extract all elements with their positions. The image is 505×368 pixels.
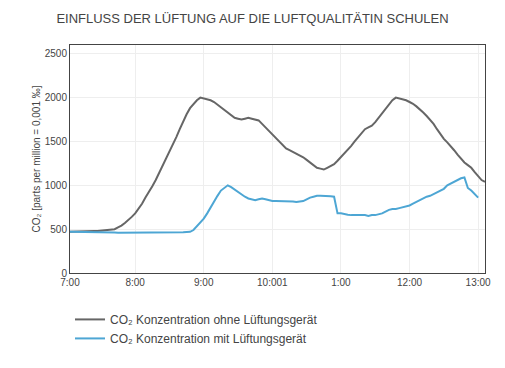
svg-text:10:001: 10:001 xyxy=(257,277,288,288)
svg-text:500: 500 xyxy=(50,224,67,235)
svg-text:2500: 2500 xyxy=(45,48,68,59)
svg-text:1000: 1000 xyxy=(45,180,68,191)
svg-text:2000: 2000 xyxy=(45,92,68,103)
svg-text:1:00: 1:00 xyxy=(331,277,351,288)
svg-text:CO₂ [parts per million = 0,001: CO₂ [parts per million = 0,001 ‰] xyxy=(31,85,42,232)
svg-text:8:00: 8:00 xyxy=(125,277,145,288)
svg-text:13:00: 13:00 xyxy=(466,277,491,288)
svg-text:CO₂ Konzentration mit Lüftungs: CO₂ Konzentration mit Lüftungsgerät xyxy=(110,332,307,346)
svg-text:9:00: 9:00 xyxy=(194,277,214,288)
svg-text:0: 0 xyxy=(61,268,67,279)
svg-text:EINFLUSS DER LÜFTUNG AUF DIE L: EINFLUSS DER LÜFTUNG AUF DIE LUFTQUALITÄ… xyxy=(56,11,448,26)
svg-text:1500: 1500 xyxy=(45,136,68,147)
svg-text:7:00: 7:00 xyxy=(60,277,80,288)
svg-text:CO₂ Konzentration ohne Lüftung: CO₂ Konzentration ohne Lüftungsgerät xyxy=(110,313,317,327)
svg-text:12:00: 12:00 xyxy=(397,277,422,288)
